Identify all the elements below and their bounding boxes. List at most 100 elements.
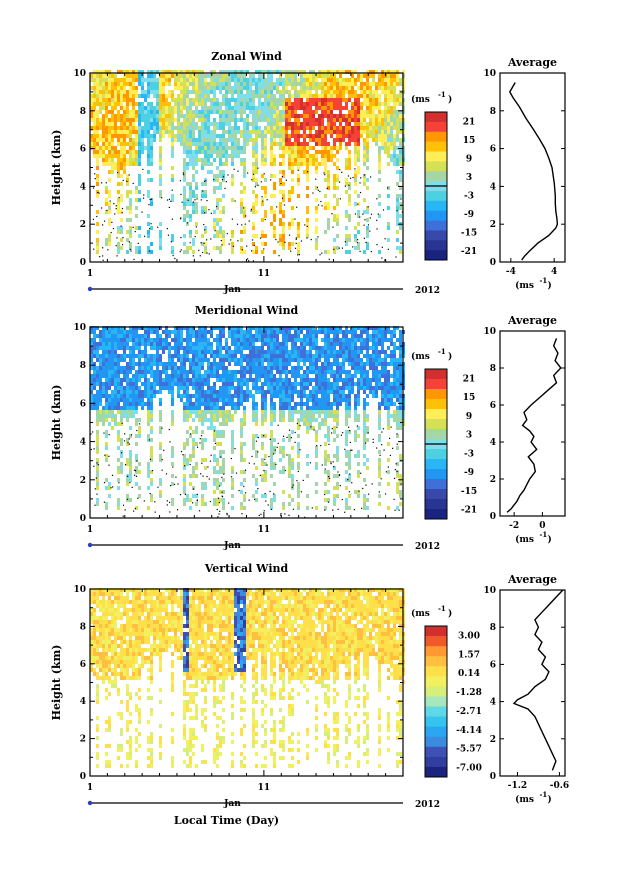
xtick-label: 11: [258, 525, 271, 535]
profile-ytick-label: 2: [490, 735, 496, 745]
profile-line: [512, 589, 564, 771]
colorbar-swatch: [425, 161, 447, 172]
profile-xtick-label: -0.6: [550, 781, 569, 791]
timeline-start-marker: [87, 542, 93, 548]
colorbar-swatch: [425, 666, 447, 677]
colorbar-tick-label: -3: [464, 449, 474, 459]
colorbar-tick-label: -5.57: [456, 745, 482, 755]
profile-line: [508, 82, 559, 261]
profile-ytick-label: 10: [483, 327, 496, 337]
ytick-label: 2: [80, 735, 86, 745]
colorbar-tick-label: 15: [463, 393, 476, 403]
timeline-start-marker: [87, 286, 93, 292]
panel-title: Meridional Wind: [195, 304, 299, 317]
profile-title: Average: [507, 573, 557, 586]
colorbar-title-exponent: -1: [438, 604, 446, 613]
profile-ytick-label: 0: [490, 258, 496, 268]
profile-frame-3: [499, 589, 566, 777]
colorbar-tick-label: -4.14: [456, 726, 482, 736]
colorbar-swatch: [425, 220, 447, 231]
profile-ytick-label: 0: [490, 772, 496, 782]
ytick-label: 4: [80, 438, 86, 448]
colorbar-frame: [424, 625, 448, 778]
profile-xlabel-exponent: -1: [540, 790, 548, 799]
colorbar-tick-label: 3.00: [458, 631, 480, 641]
colorbar-swatch: [425, 766, 447, 778]
heatmap-cells-1: [90, 70, 405, 263]
colorbar-swatch: [425, 190, 447, 202]
ytick-label: 8: [80, 622, 86, 632]
y-axis-label: Height (km): [50, 645, 63, 721]
colorbar-tick-label: -1.28: [456, 688, 482, 698]
colorbar-swatch: [425, 746, 447, 758]
colorbar-swatch: [425, 726, 447, 738]
profile-frame-2: [499, 330, 566, 517]
colorbar-swatch: [425, 676, 447, 687]
profile-title: Average: [507, 314, 557, 327]
profile-frame-1: [499, 72, 566, 263]
ytick-label: 4: [80, 182, 86, 192]
heatmap-cells-3: [90, 588, 405, 768]
x-axis-title: Local Time (Day): [174, 814, 279, 827]
profile-xlabel: (ms: [515, 280, 534, 291]
profile-line: [506, 338, 562, 513]
profile-ytick-label: 10: [483, 586, 496, 596]
colorbar-swatch: [425, 151, 447, 162]
ytick-label: 6: [80, 399, 86, 409]
profile-xlabel: (ms: [515, 534, 534, 545]
profile-title: Average: [507, 56, 557, 69]
colorbar-tick-label: 9: [466, 154, 472, 164]
ytick-label: 2: [80, 220, 86, 230]
profile-ytick-label: 2: [490, 220, 496, 230]
profile-ytick-label: 8: [490, 623, 496, 633]
xtick-label: 1: [87, 783, 93, 793]
colorbar-title: (ms: [411, 608, 430, 619]
colorbar-swatch: [425, 489, 447, 500]
colorbar-tick-label: -21: [461, 506, 477, 516]
profile-xlabel-exponent: -1: [540, 276, 548, 285]
month-label: Jan: [223, 285, 241, 295]
colorbar-swatch: [425, 200, 447, 212]
profile-ytick-label: 6: [490, 660, 496, 670]
colorbar-swatch: [425, 121, 447, 133]
colorbar-swatch: [425, 706, 447, 718]
ytick-label: 0: [80, 258, 86, 268]
colorbar-swatch: [425, 626, 447, 637]
profile-ytick-label: 10: [483, 69, 496, 79]
profile-xlabel: (ms: [515, 794, 534, 805]
profile-xtick-label: -1.2: [508, 781, 527, 791]
colorbar-tick-label: 3: [466, 431, 472, 441]
profile-ytick-label: 2: [490, 475, 496, 485]
colorbar-swatch: [425, 112, 447, 123]
colorbar-tick-label: 3: [466, 173, 472, 183]
colorbar-swatch: [425, 656, 447, 667]
ytick-label: 10: [73, 69, 86, 79]
colorbar-title-paren: ): [448, 94, 452, 105]
profile-ytick-label: 4: [490, 438, 496, 448]
colorbar-title-exponent: -1: [438, 90, 446, 99]
colorbar-swatch: [425, 696, 447, 708]
colorbar-swatch: [425, 756, 447, 768]
xtick-label: 11: [258, 269, 271, 279]
xtick-label: 1: [87, 269, 93, 279]
colorbar-swatch: [425, 449, 447, 460]
ytick-label: 8: [80, 361, 86, 371]
colorbar-swatch: [425, 171, 447, 182]
colorbar-swatch: [425, 240, 447, 251]
colorbar-swatch: [425, 636, 447, 647]
colorbar-swatch: [425, 736, 447, 748]
profile-xlabel-paren: ): [548, 794, 552, 805]
y-axis-label: Height (km): [50, 385, 63, 461]
colorbar-tick-label: -7.00: [456, 764, 482, 774]
colorbar-swatch: [425, 429, 447, 440]
ytick-label: 4: [80, 697, 86, 707]
year-label: 2012: [415, 286, 440, 296]
year-label: 2012: [415, 542, 440, 552]
colorbar-swatch: [425, 230, 447, 241]
colorbar-tick-label: 21: [463, 374, 476, 384]
heatmap-cells-2: [90, 326, 405, 519]
colorbar-swatch: [425, 479, 447, 490]
ytick-label: 10: [73, 585, 86, 595]
colorbar-tick-label: -21: [461, 247, 477, 257]
